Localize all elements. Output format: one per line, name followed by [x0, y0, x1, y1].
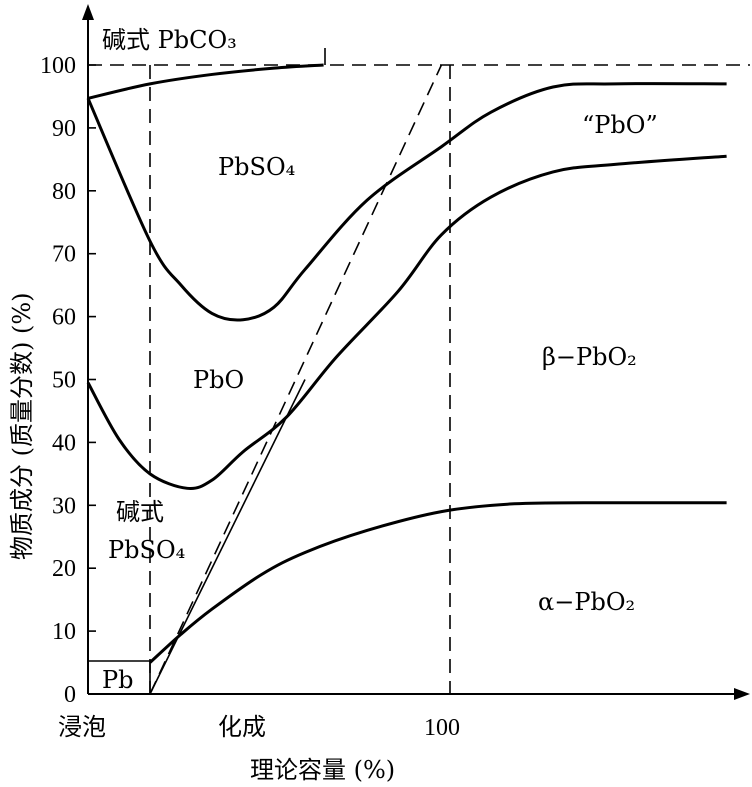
y-tick-label: 90 [52, 116, 76, 142]
reference-line-solid [149, 379, 306, 695]
boundary-basic-pbco3-top [87, 63, 324, 100]
x-tick-label-formation: 化成 [218, 713, 266, 741]
y-tick-label: 40 [52, 430, 76, 456]
region-label-alpha-pbo2: α−PbO₂ [538, 588, 635, 616]
x-tick-label-100: 100 [424, 715, 460, 741]
y-tick-label: 80 [52, 179, 76, 205]
y-tick-label: 60 [52, 305, 76, 331]
x-axis-arrow [734, 688, 750, 700]
y-tick-label: 30 [52, 493, 76, 519]
y-tick-label: 70 [52, 242, 76, 268]
boundary-alpha-top [148, 501, 727, 664]
y-tick-label: 0 [64, 682, 76, 708]
reference-line-dashed [149, 64, 443, 695]
region-label-basic: 碱式 [116, 498, 164, 526]
boundary-pbso4-lower [86, 82, 727, 322]
region-label-beta-pbo2: β−PbO₂ [542, 343, 637, 371]
y-ticks: 0 10 20 30 40 50 60 70 80 90 100 [40, 53, 96, 708]
x-tick-label-soak: 浸泡 [58, 713, 106, 741]
region-label-pbso4: PbSO₄ [218, 153, 295, 181]
boundary-curves [86, 63, 727, 695]
y-tick-label: 20 [52, 556, 76, 582]
x-axis-label: 理论容量 (%) [250, 756, 395, 784]
region-label-pb: Pb [102, 666, 134, 694]
boundary-beta-lower [86, 154, 727, 491]
region-label-pbo-quoted: “PbO” [582, 111, 658, 139]
y-tick-label: 10 [52, 619, 76, 645]
y-axis-arrow [82, 4, 94, 20]
y-tick-label: 50 [52, 368, 76, 394]
region-label-basic-pbco3: 碱式 PbCO₃ [102, 26, 237, 54]
y-axis-label: 物质成分 (质量分数) (%) [8, 292, 36, 560]
region-label-pbo: PbO [193, 366, 244, 394]
region-label-basic-pbso4: PbSO₄ [108, 536, 185, 564]
y-tick-label: 100 [40, 53, 76, 79]
